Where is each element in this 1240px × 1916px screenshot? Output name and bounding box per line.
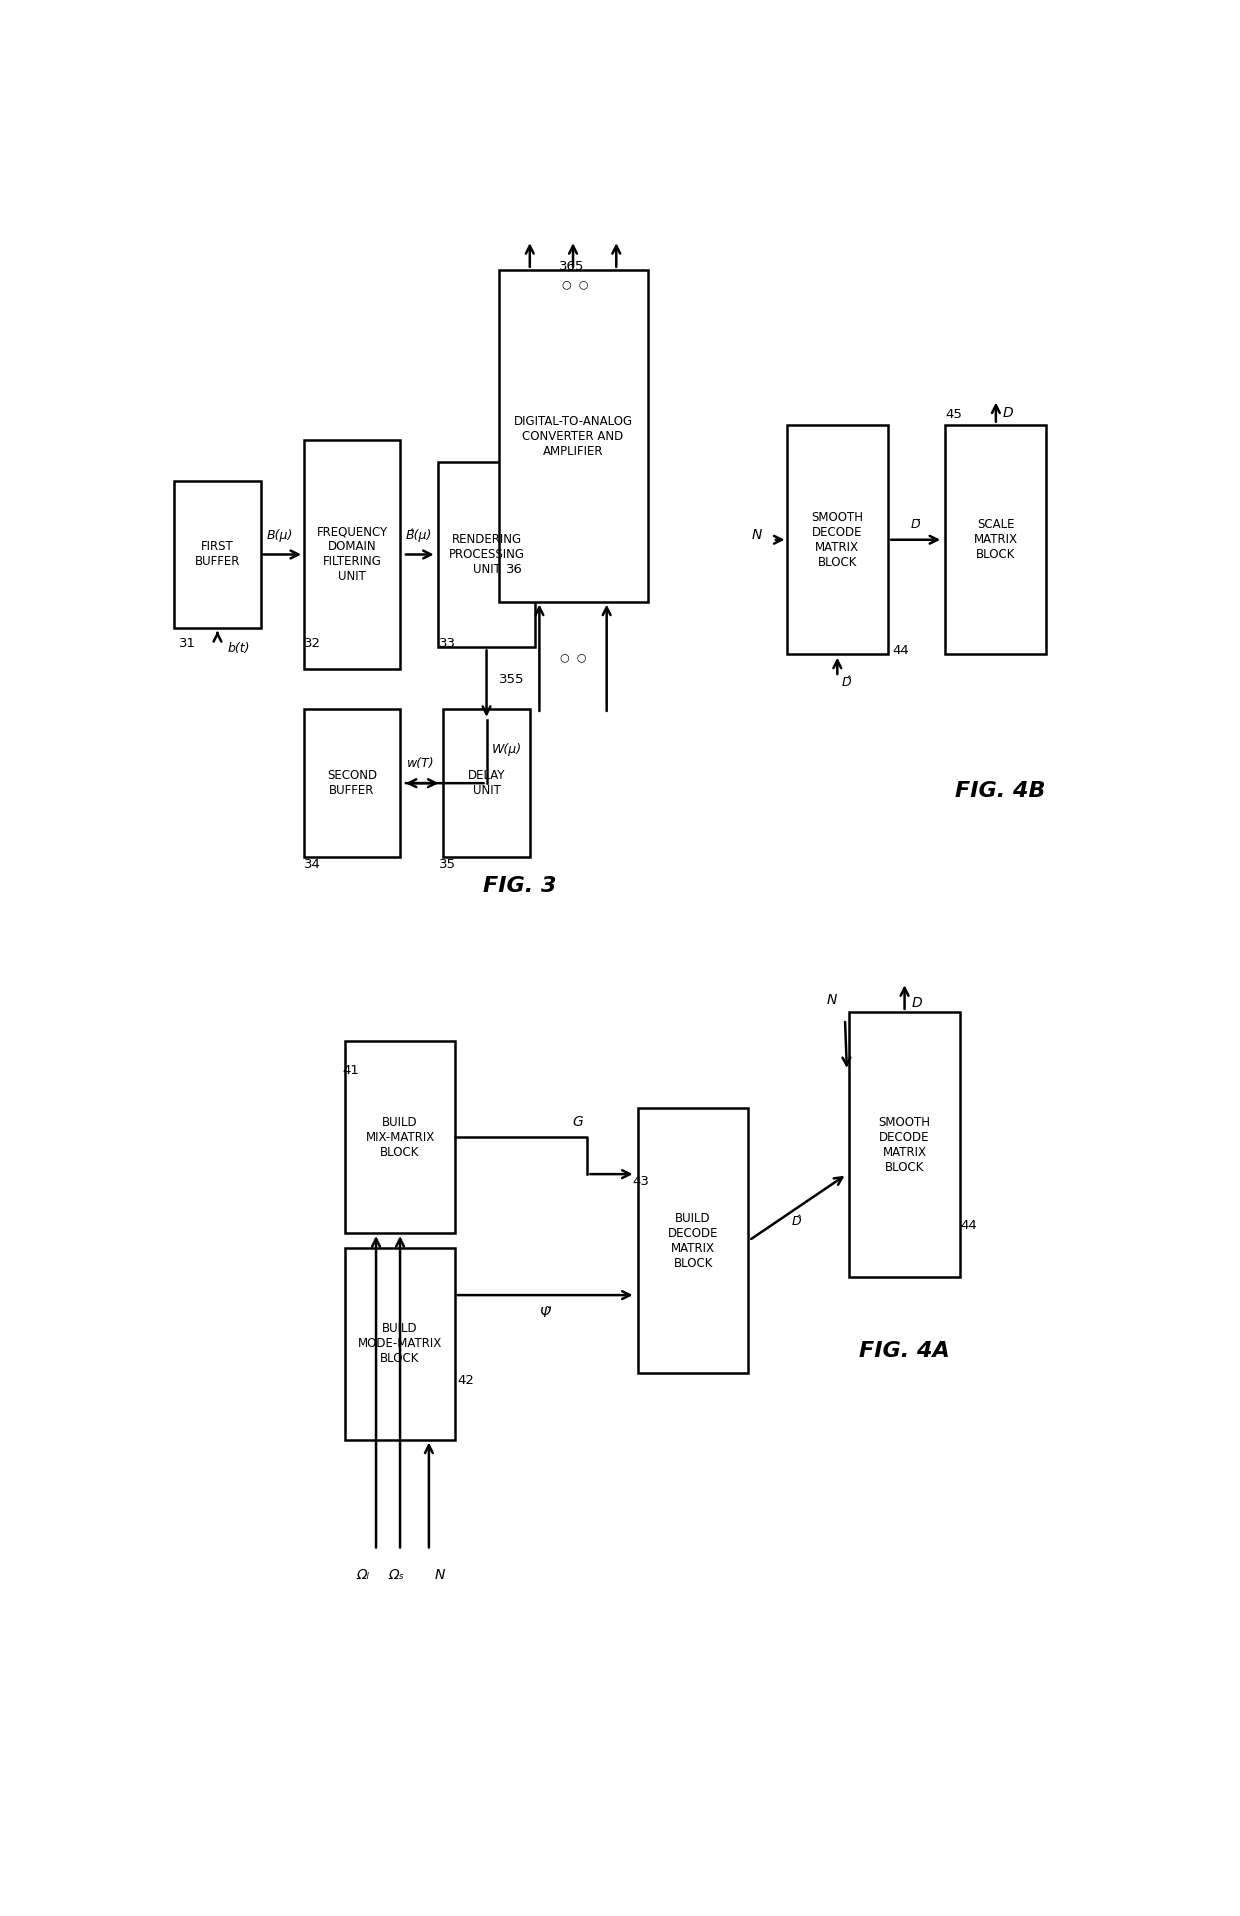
Text: FIRST
BUFFER: FIRST BUFFER [195, 540, 241, 569]
Text: SMOOTH
DECODE
MATRIX
BLOCK: SMOOTH DECODE MATRIX BLOCK [879, 1115, 930, 1175]
Text: 35: 35 [439, 858, 455, 870]
Text: 36: 36 [506, 563, 522, 575]
Text: D̄: D̄ [910, 519, 920, 531]
Text: N: N [435, 1569, 445, 1583]
Text: 41: 41 [342, 1065, 360, 1077]
Text: D: D [911, 996, 921, 1010]
Bar [304, 709, 401, 856]
Text: w(T): w(T) [408, 757, 435, 770]
Bar [439, 462, 534, 648]
Text: 31: 31 [179, 636, 196, 650]
Text: N: N [827, 992, 837, 1008]
Text: DIGITAL-TO-ANALOG
CONVERTER AND
AMPLIFIER: DIGITAL-TO-ANALOG CONVERTER AND AMPLIFIE… [513, 416, 632, 458]
Bar [945, 425, 1047, 653]
Text: 33: 33 [439, 636, 455, 650]
Bar [787, 425, 888, 653]
Text: FIG. 4B: FIG. 4B [956, 780, 1045, 801]
Text: RENDERING
PROCESSING
UNIT: RENDERING PROCESSING UNIT [449, 533, 525, 577]
Text: B(μ): B(μ) [267, 529, 293, 542]
Text: Ωₛ: Ωₛ [388, 1569, 404, 1583]
Text: SCALE
MATRIX
BLOCK: SCALE MATRIX BLOCK [973, 517, 1018, 561]
Bar [637, 1107, 749, 1374]
Text: 34: 34 [304, 858, 321, 870]
Text: 44: 44 [892, 644, 909, 657]
Text: ○  ○: ○ ○ [562, 280, 588, 289]
Text: 32: 32 [304, 636, 321, 650]
Text: N: N [751, 529, 763, 542]
Text: D: D [1003, 406, 1013, 420]
Bar [345, 1247, 455, 1439]
Bar [849, 1012, 960, 1278]
Text: BUILD
MIX-MATRIX
BLOCK: BUILD MIX-MATRIX BLOCK [366, 1115, 435, 1159]
Bar [304, 441, 401, 669]
Text: FIG. 4A: FIG. 4A [859, 1341, 950, 1360]
Bar [345, 1042, 455, 1234]
Text: Ωₗ: Ωₗ [356, 1569, 370, 1583]
Bar [444, 709, 529, 856]
Text: W(μ): W(μ) [491, 743, 522, 755]
Text: 45: 45 [945, 408, 962, 422]
Text: FIG. 3: FIG. 3 [484, 876, 557, 897]
Text: G: G [573, 1115, 583, 1130]
Text: BUILD
DECODE
MATRIX
BLOCK: BUILD DECODE MATRIX BLOCK [668, 1211, 718, 1270]
Text: FREQUENCY
DOMAIN
FILTERING
UNIT: FREQUENCY DOMAIN FILTERING UNIT [316, 525, 388, 584]
Text: 44: 44 [960, 1219, 977, 1232]
Text: SMOOTH
DECODE
MATRIX
BLOCK: SMOOTH DECODE MATRIX BLOCK [811, 512, 863, 569]
Text: B̂(μ): B̂(μ) [405, 529, 433, 542]
Text: D̂: D̂ [792, 1215, 802, 1228]
Text: SECOND
BUFFER: SECOND BUFFER [327, 768, 377, 797]
Text: ○  ○: ○ ○ [559, 653, 587, 663]
Text: 42: 42 [458, 1374, 475, 1387]
Bar [174, 481, 260, 628]
Text: Ψ̃: Ψ̃ [538, 1307, 549, 1320]
Text: 355: 355 [498, 673, 525, 686]
Text: b(t): b(t) [227, 642, 249, 655]
Text: DELAY
UNIT: DELAY UNIT [467, 768, 505, 797]
Bar [498, 270, 647, 602]
Text: 365: 365 [558, 261, 584, 274]
Text: 43: 43 [632, 1175, 650, 1188]
Text: BUILD
MODE-MATRIX
BLOCK: BUILD MODE-MATRIX BLOCK [358, 1322, 443, 1366]
Text: D̂: D̂ [842, 676, 852, 690]
